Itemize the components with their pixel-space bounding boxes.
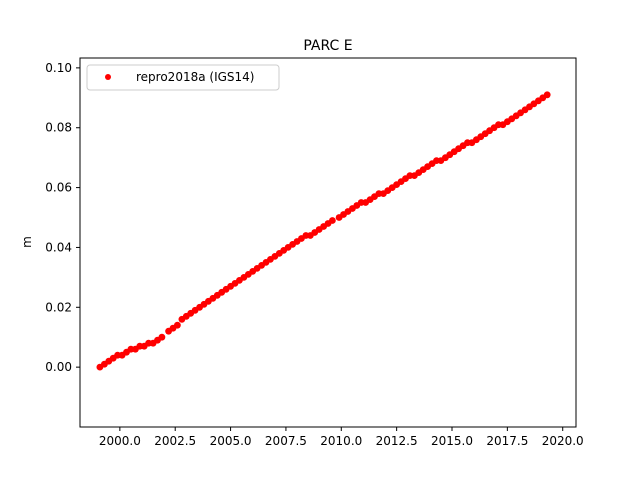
x-tick-label: 2012.5 — [376, 434, 418, 448]
plot-area — [96, 91, 551, 371]
y-axis-label: m — [20, 236, 34, 248]
y-tick-label: 0.06 — [45, 181, 72, 195]
legend-entry-label: repro2018a (IGS14) — [136, 70, 254, 84]
scatter-layer — [96, 91, 551, 371]
x-axis: 2000.0 2002.5 2005.0 2007.5 2010.0 2012.5 2015… — [99, 427, 584, 448]
axes-frame — [79, 57, 577, 428]
legend-marker — [105, 74, 111, 80]
x-tick-label: 2002.5 — [154, 434, 196, 448]
y-tick-label: 0.02 — [45, 300, 72, 314]
y-tick-label: 0.00 — [45, 360, 72, 374]
legend: repro2018a (IGS14) — [86, 64, 280, 91]
x-tick-label: 2005.0 — [210, 434, 252, 448]
legend-box — [86, 64, 280, 91]
x-tick-label: 2017.5 — [486, 434, 528, 448]
x-tick-label: 2020.0 — [542, 434, 584, 448]
x-tick-label: 2007.5 — [265, 434, 307, 448]
x-tick-label: 2010.0 — [320, 434, 362, 448]
x-tick-label: 2015.0 — [431, 434, 473, 448]
y-axis: 0.00 0.02 0.04 0.06 0.08 0.10 — [45, 61, 80, 374]
data-point — [543, 91, 551, 99]
y-tick-label: 0.10 — [45, 61, 72, 75]
y-tick-label: 0.04 — [45, 240, 72, 254]
x-tick-label: 2000.0 — [99, 434, 141, 448]
data-point — [174, 321, 181, 329]
data-point — [158, 333, 166, 341]
data-point — [329, 217, 336, 224]
y-tick-label: 0.08 — [45, 121, 72, 135]
chart-title: PARC E — [303, 38, 352, 54]
